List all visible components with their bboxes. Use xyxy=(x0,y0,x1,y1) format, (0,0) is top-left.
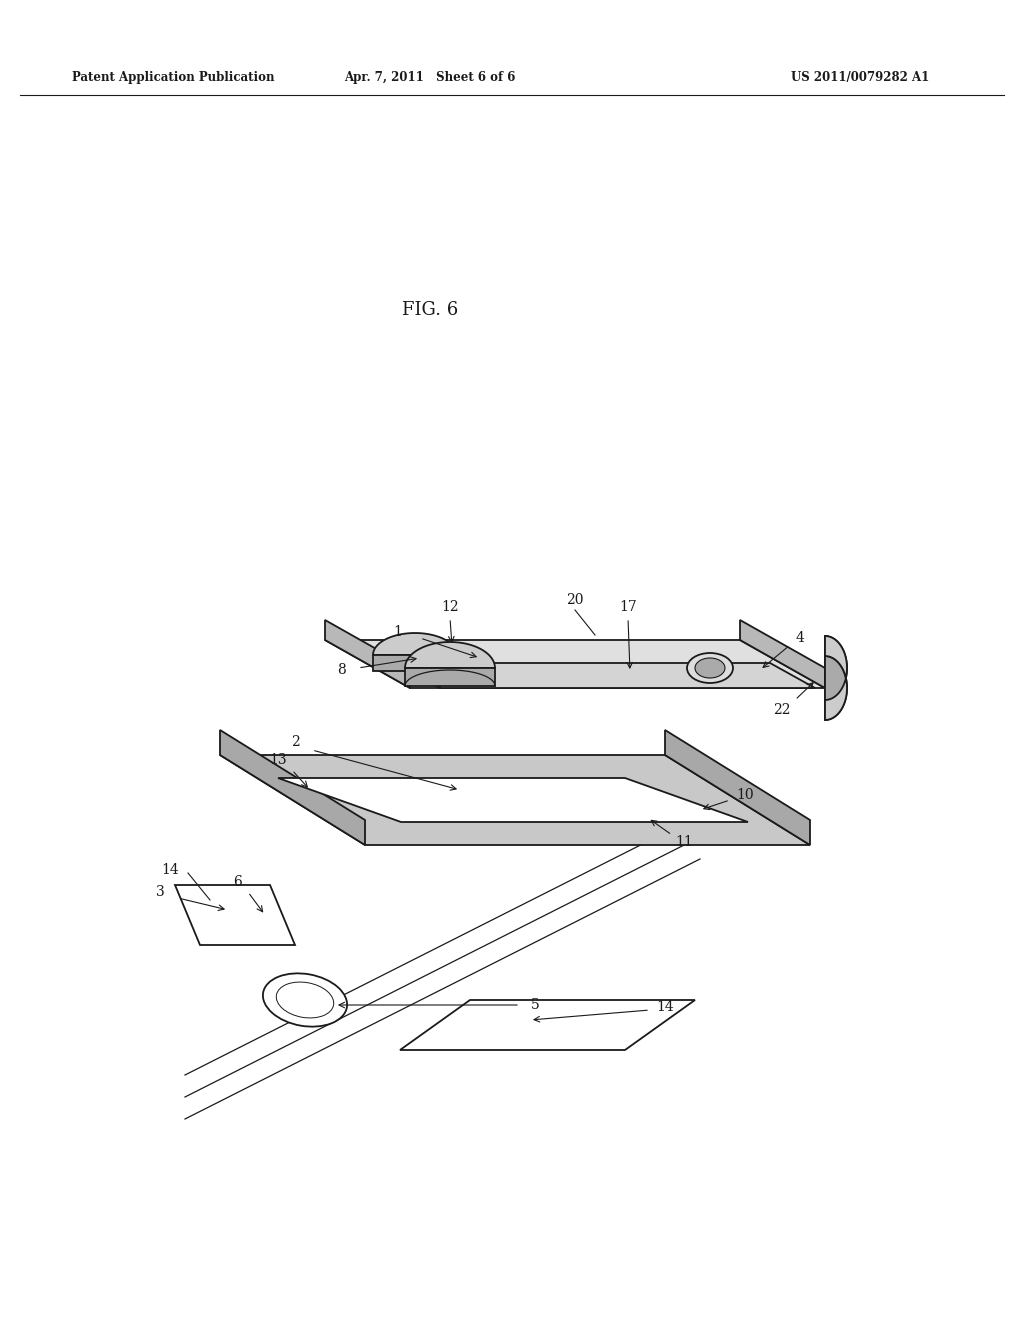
Text: 11: 11 xyxy=(675,836,693,849)
Polygon shape xyxy=(825,636,847,700)
Text: 3: 3 xyxy=(156,884,165,899)
Polygon shape xyxy=(825,636,847,719)
Text: FIG. 6: FIG. 6 xyxy=(401,301,458,319)
Ellipse shape xyxy=(687,653,733,682)
Ellipse shape xyxy=(263,973,347,1027)
Polygon shape xyxy=(400,1001,695,1049)
Text: 2: 2 xyxy=(291,735,299,748)
Text: 8: 8 xyxy=(338,663,346,677)
Text: Apr. 7, 2011   Sheet 6 of 6: Apr. 7, 2011 Sheet 6 of 6 xyxy=(344,71,516,84)
Text: 14: 14 xyxy=(656,1001,674,1014)
Text: 13: 13 xyxy=(269,752,287,767)
Text: Patent Application Publication: Patent Application Publication xyxy=(72,71,274,84)
Polygon shape xyxy=(406,642,495,668)
Text: 20: 20 xyxy=(566,593,584,607)
Polygon shape xyxy=(373,634,457,655)
Polygon shape xyxy=(825,656,847,719)
Polygon shape xyxy=(406,668,495,686)
Text: 14: 14 xyxy=(161,863,179,876)
Ellipse shape xyxy=(695,657,725,678)
Polygon shape xyxy=(220,755,810,845)
Text: 12: 12 xyxy=(441,601,459,614)
Text: 22: 22 xyxy=(773,704,791,717)
Polygon shape xyxy=(373,655,457,671)
Polygon shape xyxy=(325,640,825,688)
Polygon shape xyxy=(740,620,825,688)
Polygon shape xyxy=(325,620,410,688)
Polygon shape xyxy=(395,643,440,688)
Text: US 2011/0079282 A1: US 2011/0079282 A1 xyxy=(791,71,929,84)
Polygon shape xyxy=(278,777,748,822)
Text: 17: 17 xyxy=(620,601,637,614)
Text: 1: 1 xyxy=(393,624,402,639)
Text: 6: 6 xyxy=(233,875,243,888)
Polygon shape xyxy=(175,884,295,945)
Polygon shape xyxy=(395,663,815,688)
Text: 10: 10 xyxy=(736,788,754,803)
Polygon shape xyxy=(220,730,365,845)
Text: 4: 4 xyxy=(796,631,805,645)
Text: 5: 5 xyxy=(530,998,540,1012)
Polygon shape xyxy=(665,730,810,845)
